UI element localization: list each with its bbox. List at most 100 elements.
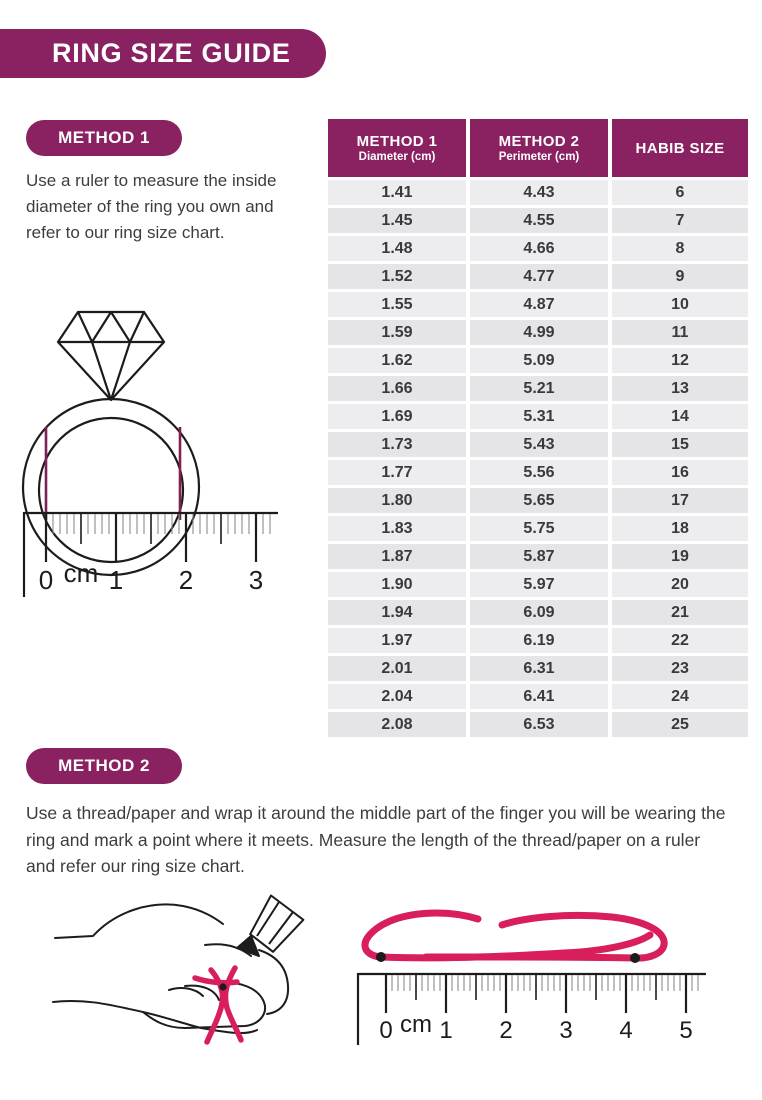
hand-outline [52,903,290,1035]
thread-start-dot [376,952,386,962]
cell-perimeter: 5.65 [470,488,608,513]
cell-perimeter: 6.31 [470,656,608,681]
ruler-label-1: 1 [109,565,123,595]
cell-perimeter: 5.75 [470,516,608,541]
ruler2-unit-label: cm [400,1011,432,1038]
method-1-description: Use a ruler to measure the inside diamet… [26,171,277,242]
cell-perimeter: 5.87 [470,544,608,569]
method-2-badge: METHOD 2 [26,748,182,784]
cell-perimeter: 4.99 [470,320,608,345]
table-row: 2.08 6.53 25 [328,712,748,737]
table-header-method1: METHOD 1 Diameter (cm) [328,119,466,177]
cell-diameter: 1.52 [328,264,466,289]
cell-habib-size: 19 [612,544,748,569]
ruler2-label-4: 4 [619,1017,632,1044]
cell-habib-size: 6 [612,180,748,205]
table-row: 1.66 5.21 13 [328,376,748,401]
cell-perimeter: 6.53 [470,712,608,737]
diamond-icon [56,310,166,402]
table-row: 1.62 5.09 12 [328,348,748,373]
cell-diameter: 1.62 [328,348,466,373]
pen-tip [236,935,260,957]
cell-diameter: 1.97 [328,628,466,653]
cell-habib-size: 14 [612,404,748,429]
table-row: 1.59 4.99 11 [328,320,748,345]
thread-loop [361,909,668,962]
cell-diameter: 1.45 [328,208,466,233]
method-1-badge-label: METHOD 1 [58,128,150,147]
ruler-unit-label: cm [64,558,99,588]
page-title-banner: RING SIZE GUIDE [0,29,326,78]
table-header-row: METHOD 1 Diameter (cm) METHOD 2 Perimete… [328,119,748,177]
method-1-badge: METHOD 1 [26,120,182,156]
table-row: 1.48 4.66 8 [328,236,748,261]
cell-diameter: 2.08 [328,712,466,737]
cell-habib-size: 9 [612,264,748,289]
ruler-label-3: 3 [249,565,263,595]
pen-icon [249,894,305,953]
cell-perimeter: 4.87 [470,292,608,317]
ruler-label-2: 2 [179,565,193,595]
cell-perimeter: 5.21 [470,376,608,401]
ruler2-label-2: 2 [499,1017,512,1044]
ring-size-table: METHOD 1 Diameter (cm) METHOD 2 Perimete… [328,119,748,740]
ruler: 0 cm 1 2 3 [22,511,278,597]
cell-perimeter: 4.66 [470,236,608,261]
cell-perimeter: 6.19 [470,628,608,653]
cell-habib-size: 24 [612,684,748,709]
method-2-description: Use a thread/paper and wrap it around th… [26,803,726,877]
cell-diameter: 1.94 [328,600,466,625]
ruler2-label-3: 3 [559,1017,572,1044]
cell-habib-size: 12 [612,348,748,373]
table-row: 1.77 5.56 16 [328,460,748,485]
table-header-method2: METHOD 2 Perimeter (cm) [470,119,608,177]
cell-diameter: 1.80 [328,488,466,513]
ruler: 0 cm 1 2 3 4 5 [356,972,706,1045]
cell-perimeter: 4.77 [470,264,608,289]
cell-perimeter: 6.41 [470,684,608,709]
diamond-ring-illustration: 0 cm 1 2 3 [16,272,306,607]
ruler2-label-5: 5 [679,1017,692,1044]
cell-diameter: 1.66 [328,376,466,401]
cell-diameter: 2.01 [328,656,466,681]
diameter-measure-lines [44,427,182,520]
thread-mark-dot [219,983,227,991]
cell-habib-size: 7 [612,208,748,233]
cell-perimeter: 4.55 [470,208,608,233]
cell-diameter: 1.55 [328,292,466,317]
cell-habib-size: 17 [612,488,748,513]
cell-habib-size: 22 [612,628,748,653]
page-title: RING SIZE GUIDE [52,38,291,68]
table-row: 1.45 4.55 7 [328,208,748,233]
cell-diameter: 1.59 [328,320,466,345]
table-row: 2.04 6.41 24 [328,684,748,709]
cell-diameter: 1.87 [328,544,466,569]
cell-diameter: 1.48 [328,236,466,261]
table-row: 1.80 5.65 17 [328,488,748,513]
cell-habib-size: 23 [612,656,748,681]
cell-habib-size: 10 [612,292,748,317]
thread-on-finger [192,965,244,1045]
cell-habib-size: 20 [612,572,748,597]
hand-thread-illustration [45,890,345,1070]
cell-perimeter: 6.09 [470,600,608,625]
cell-diameter: 1.41 [328,180,466,205]
cell-perimeter: 5.43 [470,432,608,457]
table-row: 1.83 5.75 18 [328,516,748,541]
cell-habib-size: 13 [612,376,748,401]
cell-habib-size: 15 [612,432,748,457]
ring-band [21,397,201,577]
cell-diameter: 1.77 [328,460,466,485]
cell-perimeter: 5.09 [470,348,608,373]
thread-ruler-illustration: 0 cm 1 2 3 4 5 [350,895,750,1060]
table-row: 1.55 4.87 10 [328,292,748,317]
table-row: 1.90 5.97 20 [328,572,748,597]
cell-habib-size: 25 [612,712,748,737]
table-row: 1.73 5.43 15 [328,432,748,457]
table-header-habib-size: HABIB SIZE [612,119,748,177]
table-row: 1.97 6.19 22 [328,628,748,653]
cell-perimeter: 5.56 [470,460,608,485]
cell-habib-size: 8 [612,236,748,261]
table-body: 1.41 4.43 6 1.45 4.55 7 1.48 4.66 8 1.52 4.77 9 1.55… [328,180,748,737]
table-row: 1.41 4.43 6 [328,180,748,205]
